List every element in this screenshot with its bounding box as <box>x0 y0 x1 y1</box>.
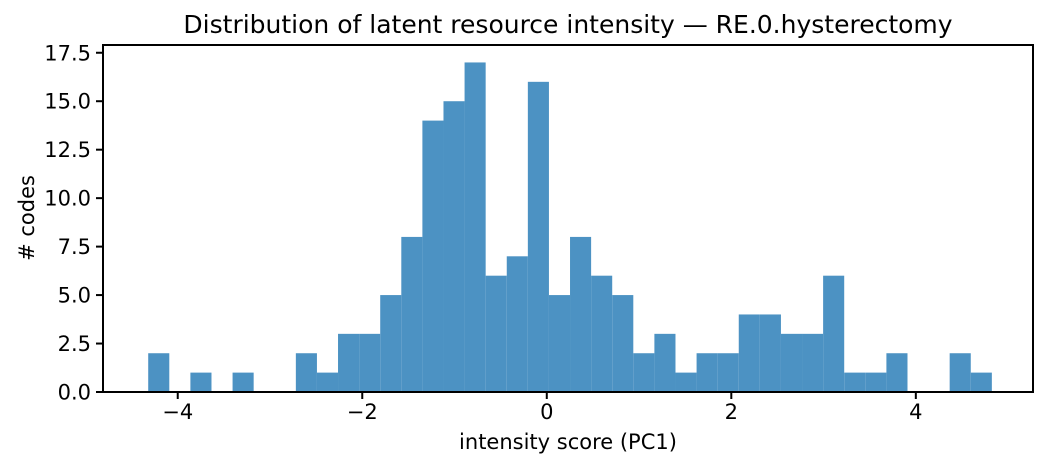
histogram-bar <box>548 295 571 392</box>
y-tick-label: 17.5 <box>44 41 91 65</box>
y-tick-label: 10.0 <box>44 187 91 211</box>
x-tick-label: −2 <box>347 400 378 424</box>
histogram-bar <box>506 256 528 392</box>
plot-spines <box>102 44 1034 393</box>
histogram-bar <box>359 333 381 392</box>
tick-labels-layer: −4 −2 0 2 4 0.0 2.5 5.0 7.5 10.0 12.5 15.0 17.5 <box>44 41 922 424</box>
histogram-bar <box>675 372 697 392</box>
histogram-bar <box>633 353 655 392</box>
y-axis-label: # codes <box>15 175 39 261</box>
histogram-bar <box>844 372 866 392</box>
chart-title: Distribution of latent resource intensit… <box>183 10 952 39</box>
y-tick-label: 7.5 <box>58 235 91 259</box>
histogram-bar <box>654 333 676 392</box>
axes-layer <box>96 44 1034 399</box>
histogram-bar <box>485 275 507 392</box>
histogram-bar <box>380 295 402 392</box>
histogram-bar <box>591 275 613 392</box>
histogram-bar <box>527 81 549 392</box>
histogram-bar <box>148 353 170 392</box>
y-tick-label: 12.5 <box>44 138 91 162</box>
histogram-bar <box>865 372 887 392</box>
histogram-bar <box>970 372 992 392</box>
histogram-bar <box>886 353 908 392</box>
histogram-bar <box>802 333 824 392</box>
y-tick-label: 0.0 <box>58 381 91 405</box>
x-tick-label: −4 <box>162 400 193 424</box>
histogram-bar <box>190 372 212 392</box>
histogram-bar <box>823 275 845 392</box>
histogram-bar <box>401 236 423 392</box>
x-tick-label: 2 <box>725 400 738 424</box>
y-tick-label: 15.0 <box>44 90 91 114</box>
histogram-bar <box>570 236 592 392</box>
histogram-bar <box>780 333 803 392</box>
histogram-bar <box>295 353 317 392</box>
histogram-bar <box>338 333 360 392</box>
histogram-bar <box>612 295 634 392</box>
histogram-bar <box>464 62 486 392</box>
x-axis-label: intensity score (PC1) <box>459 430 677 454</box>
histogram-bar <box>717 353 739 392</box>
y-tick-label: 5.0 <box>58 284 91 308</box>
histogram-bar <box>696 353 718 392</box>
histogram-bar <box>443 101 465 392</box>
histogram-bar <box>738 314 760 392</box>
histogram-bar <box>759 314 781 392</box>
histogram-bar <box>422 120 444 392</box>
histogram-bar <box>316 372 339 392</box>
x-tick-label: 4 <box>909 400 922 424</box>
x-tick-label: 0 <box>540 400 553 424</box>
histogram-bar <box>232 372 254 392</box>
histogram-bar <box>949 353 971 392</box>
y-tick-label: 2.5 <box>58 332 91 356</box>
bars-layer <box>148 62 992 392</box>
